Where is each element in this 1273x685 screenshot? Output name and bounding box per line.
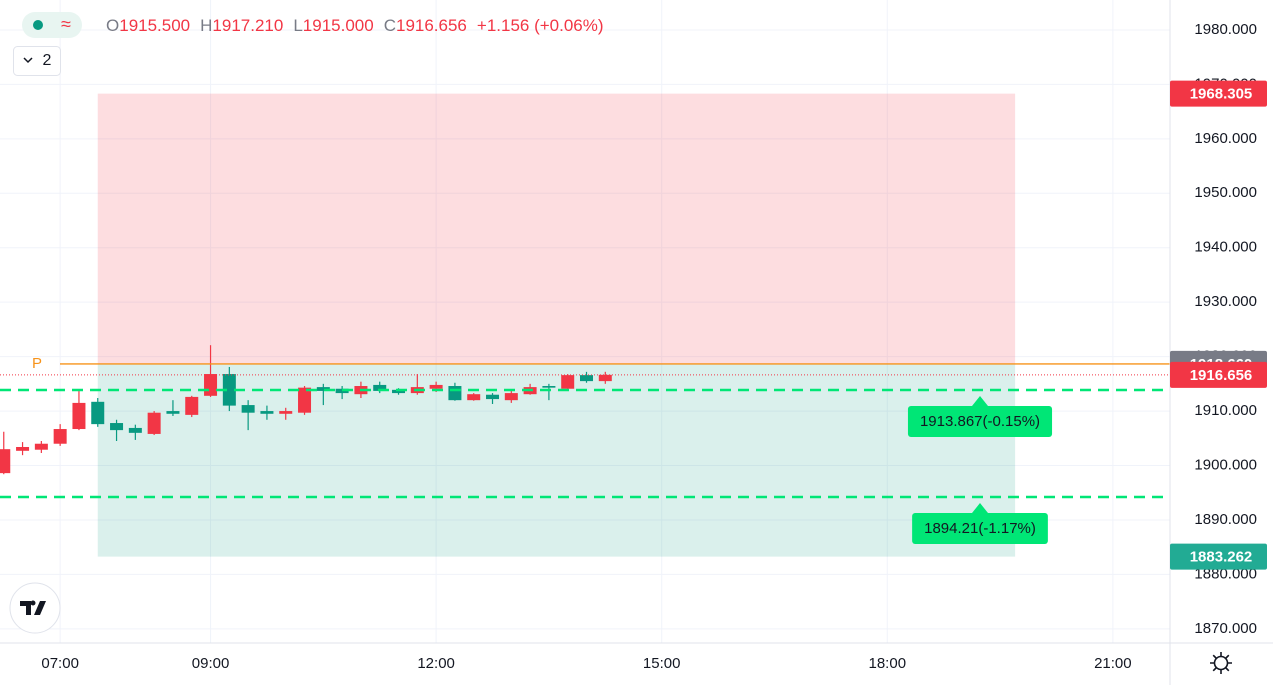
legend-item: L1915.000 — [293, 16, 373, 36]
indicator-count: 2 — [43, 52, 52, 69]
x-tick-label: 07:00 — [41, 655, 79, 672]
stop-price-label-box — [1170, 543, 1267, 570]
y-tick-label: 1950.000 — [1194, 184, 1257, 201]
y-tick-label: 1980.000 — [1194, 21, 1257, 38]
position-zones — [97, 93, 1016, 557]
legend-value: 1917.210 — [212, 16, 284, 35]
candle-body — [373, 384, 387, 391]
candle-body — [448, 386, 462, 401]
order-label: 1894.21(-1.17%) — [924, 520, 1036, 537]
legend-item: O1915.500 — [106, 16, 190, 36]
legend-item: C1916.656 — [384, 16, 467, 36]
candle-body — [0, 449, 11, 474]
ohlc-legend: O1915.500 H1917.210 L1915.000 C1916.656 +1.1… — [106, 16, 604, 36]
order-label: 1913.867(-0.15%) — [920, 413, 1040, 430]
gear — [1213, 655, 1229, 671]
order-label-box — [912, 513, 1048, 545]
candle-body — [392, 389, 406, 394]
y-tick-label: 1900.000 — [1194, 456, 1257, 473]
candle-body — [486, 394, 500, 400]
candle-body — [110, 423, 124, 431]
status-pill[interactable] — [22, 12, 82, 38]
order-label-pointer — [972, 503, 988, 514]
candles — [0, 345, 612, 475]
candle-body — [222, 374, 236, 406]
grid — [0, 0, 1170, 643]
x-tick-label: 12:00 — [417, 655, 455, 672]
target-price-label-box — [1170, 80, 1267, 107]
candle-body — [204, 374, 218, 396]
status-icon: ≈ — [61, 14, 71, 34]
candle-body — [16, 446, 30, 451]
candle-body — [580, 375, 594, 382]
x-tick-label: 09:00 — [192, 655, 230, 672]
candle-body — [561, 375, 575, 389]
candle-body — [53, 429, 67, 444]
candle-body — [166, 411, 180, 414]
entry-marker: P — [32, 355, 42, 372]
gear-teeth — [1210, 652, 1232, 674]
y-tick-label: 1930.000 — [1194, 293, 1257, 310]
target-price-label: 1968.305 — [1190, 86, 1253, 103]
legend-change: +1.156 (+0.06%) — [476, 16, 604, 35]
candle-body — [279, 411, 293, 414]
logo-badge[interactable] — [9, 582, 61, 634]
candle-body — [429, 384, 443, 389]
candle-body — [316, 387, 330, 391]
legend-key: C — [383, 16, 396, 35]
candle-body — [542, 386, 556, 388]
y-tick-label: 1870.000 — [1194, 620, 1257, 637]
logo-dot — [30, 600, 36, 606]
candle-body — [241, 405, 255, 413]
last-price-label-box — [1170, 361, 1267, 388]
candle-body — [298, 387, 312, 413]
y-tick-label: 1910.000 — [1194, 402, 1257, 419]
target-zone — [97, 93, 1016, 364]
collapse-button[interactable] — [13, 46, 61, 76]
x-tick-label: 21:00 — [1094, 655, 1132, 672]
last-price-label: 1916.656 — [1190, 367, 1253, 384]
status-dot — [33, 20, 43, 30]
chevron-icon — [23, 57, 33, 64]
legend-key: O — [106, 16, 120, 35]
candle-body — [72, 402, 86, 430]
overlays: P 1913.867(-0.15%) 1894.21(-1.17%) — [0, 355, 1170, 545]
y-tick-label: 1960.000 — [1194, 130, 1257, 147]
candle-body — [34, 443, 48, 450]
candle-body — [91, 401, 105, 425]
legend-value: 1915.000 — [302, 16, 374, 35]
legend-key: L — [293, 16, 303, 35]
legend-item: H1917.210 — [200, 16, 283, 36]
legend-value: 1915.500 — [119, 16, 191, 35]
axes: 1870.0001880.0001890.0001900.0001910.000… — [41, 21, 1267, 672]
candle-body — [467, 394, 481, 401]
stop-zone — [97, 363, 1016, 557]
legend-key: H — [200, 16, 213, 35]
legend-value: 1916.656 — [395, 16, 467, 35]
candle-body — [128, 427, 142, 433]
settings-button[interactable] — [1210, 652, 1232, 674]
order-label-box — [907, 406, 1053, 438]
candle-body — [147, 412, 161, 434]
stop-price-label: 1883.262 — [1190, 549, 1253, 566]
candle-body — [504, 393, 518, 401]
y-tick-label: 1940.000 — [1194, 239, 1257, 256]
y-tick-label: 1890.000 — [1194, 511, 1257, 528]
candle-body — [260, 411, 274, 414]
x-tick-label: 15:00 — [643, 655, 681, 672]
logo — [20, 601, 46, 615]
candle-body — [598, 374, 612, 382]
order-label-pointer — [972, 396, 988, 407]
candle-body — [185, 396, 199, 415]
x-tick-label: 18:00 — [869, 655, 907, 672]
